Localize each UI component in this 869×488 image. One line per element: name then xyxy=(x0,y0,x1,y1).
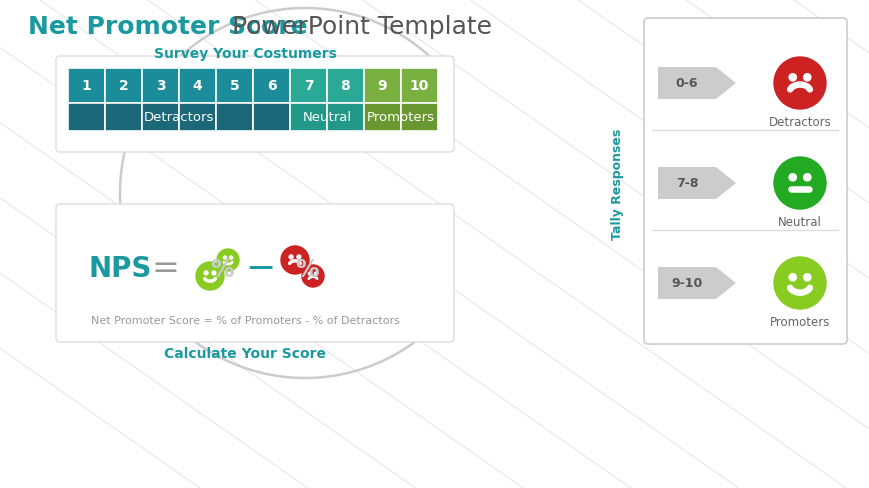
Text: 2: 2 xyxy=(118,80,129,93)
Text: Neutral: Neutral xyxy=(777,216,821,228)
Circle shape xyxy=(773,158,825,209)
Circle shape xyxy=(315,272,317,276)
Text: 1: 1 xyxy=(82,80,91,93)
Text: Survey Your Costumers: Survey Your Costumers xyxy=(154,47,336,61)
Bar xyxy=(289,69,327,104)
Circle shape xyxy=(196,263,223,290)
Circle shape xyxy=(216,249,239,271)
Bar xyxy=(253,69,289,104)
Text: Detractors: Detractors xyxy=(767,116,831,129)
Circle shape xyxy=(788,274,795,282)
Bar xyxy=(179,104,216,132)
Text: 5: 5 xyxy=(229,80,239,93)
Text: 9-10: 9-10 xyxy=(671,277,702,290)
Text: 0-6: 0-6 xyxy=(675,77,698,90)
Bar xyxy=(401,69,437,104)
Circle shape xyxy=(773,58,825,110)
Text: Calculate Your Score: Calculate Your Score xyxy=(164,346,326,360)
Text: Tally Responses: Tally Responses xyxy=(611,128,624,239)
Bar xyxy=(253,104,289,132)
Text: 4: 4 xyxy=(192,80,202,93)
Circle shape xyxy=(803,274,810,282)
Text: Net Promoter Score: Net Promoter Score xyxy=(28,15,308,39)
Polygon shape xyxy=(657,168,735,200)
Bar xyxy=(216,69,253,104)
Bar xyxy=(289,104,327,132)
Text: 7-8: 7-8 xyxy=(675,177,698,190)
Circle shape xyxy=(289,255,293,259)
Polygon shape xyxy=(657,68,735,100)
Bar xyxy=(68,104,105,132)
Circle shape xyxy=(788,174,795,182)
Circle shape xyxy=(281,246,308,274)
Bar xyxy=(179,69,216,104)
Text: 8: 8 xyxy=(341,80,350,93)
Bar xyxy=(216,104,253,132)
Circle shape xyxy=(229,257,232,260)
Circle shape xyxy=(212,271,216,275)
Bar xyxy=(105,104,142,132)
Text: Promoters: Promoters xyxy=(367,111,434,124)
Text: 7: 7 xyxy=(303,80,313,93)
Bar xyxy=(327,104,363,132)
Circle shape xyxy=(308,272,311,276)
Circle shape xyxy=(773,258,825,309)
FancyBboxPatch shape xyxy=(56,204,454,342)
Bar xyxy=(363,69,401,104)
Text: 6: 6 xyxy=(267,80,276,93)
Text: 10: 10 xyxy=(409,80,428,93)
Text: PowerPoint Template: PowerPoint Template xyxy=(223,15,492,39)
Circle shape xyxy=(788,75,795,82)
Bar xyxy=(68,69,105,104)
FancyBboxPatch shape xyxy=(643,19,846,345)
Circle shape xyxy=(296,255,301,259)
Circle shape xyxy=(223,257,226,260)
Polygon shape xyxy=(657,267,735,299)
Circle shape xyxy=(803,75,810,82)
Text: %: % xyxy=(210,258,234,282)
Circle shape xyxy=(302,265,323,287)
Bar xyxy=(401,104,437,132)
Bar xyxy=(142,104,179,132)
Text: NPS: NPS xyxy=(89,254,151,283)
Text: −: − xyxy=(244,251,275,285)
Text: =: = xyxy=(151,252,179,285)
Circle shape xyxy=(204,271,208,275)
FancyBboxPatch shape xyxy=(56,57,454,153)
Bar xyxy=(327,69,363,104)
Circle shape xyxy=(803,174,810,182)
Text: Neutral: Neutral xyxy=(302,111,351,124)
Text: %: % xyxy=(295,258,318,282)
Text: 3: 3 xyxy=(156,80,165,93)
Bar xyxy=(142,69,179,104)
Text: Detractors: Detractors xyxy=(143,111,214,124)
Bar xyxy=(105,69,142,104)
Bar xyxy=(363,104,401,132)
Text: 9: 9 xyxy=(377,80,387,93)
Text: Net Promoter Score = % of Promoters - % of Detractors: Net Promoter Score = % of Promoters - % … xyxy=(90,315,399,325)
Text: Promoters: Promoters xyxy=(769,315,829,328)
